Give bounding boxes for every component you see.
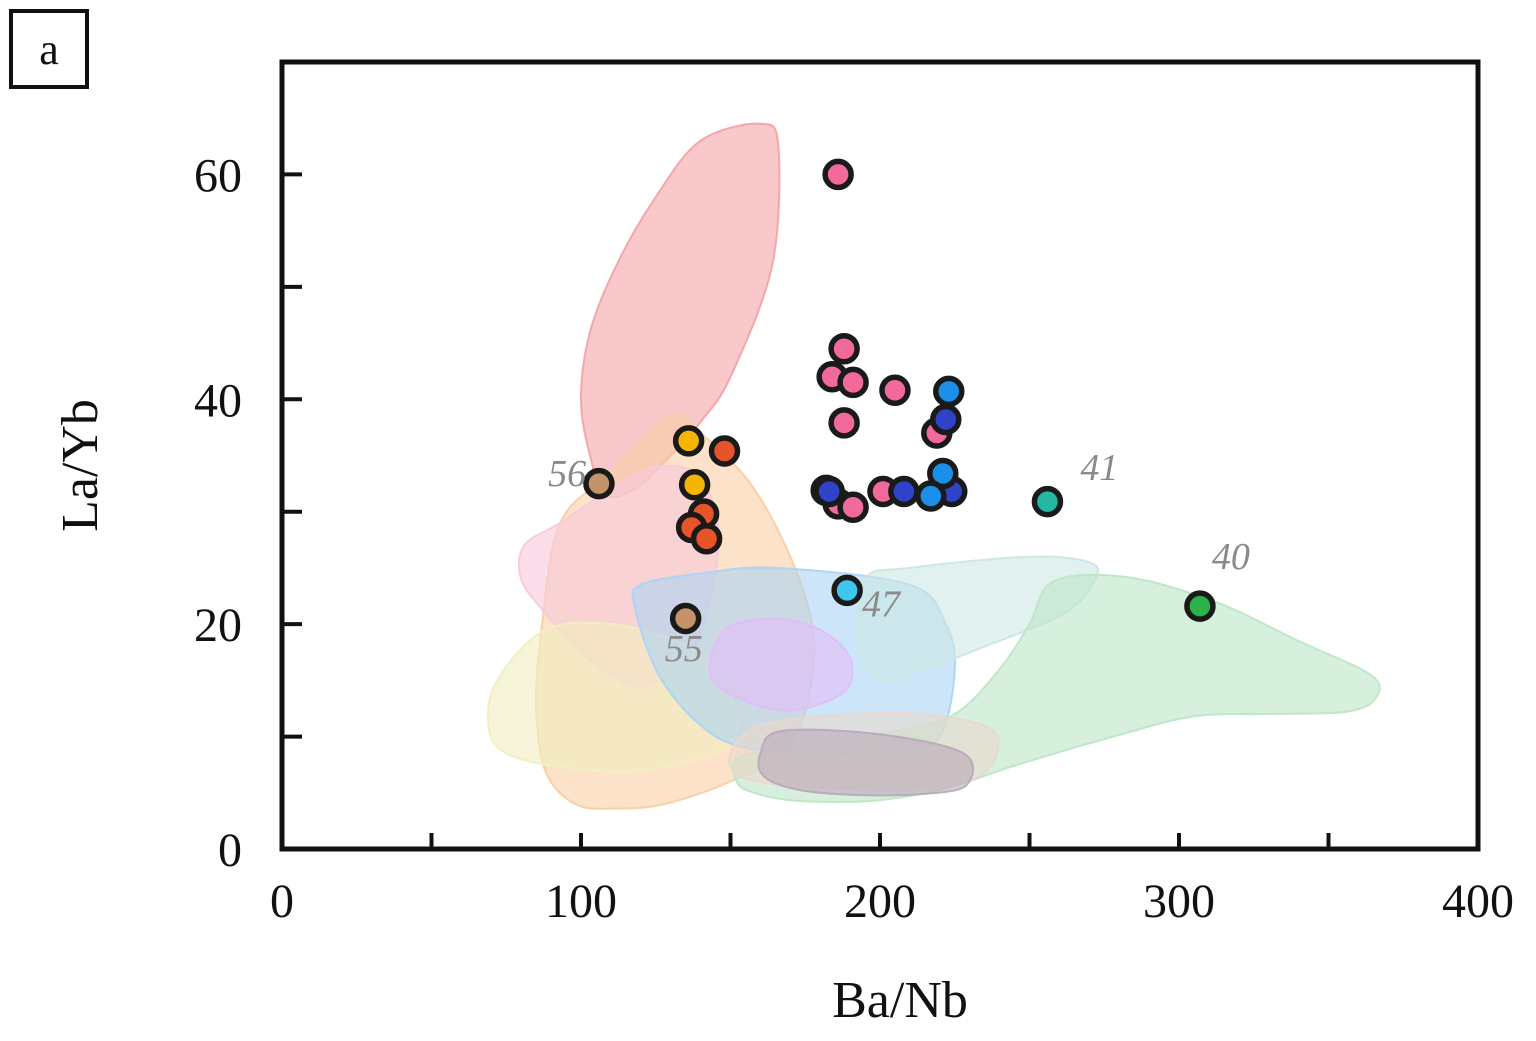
point-red-orange-4 — [690, 522, 723, 555]
panel-label: a — [9, 9, 89, 89]
x-tick-label-300: 300 — [1143, 875, 1215, 928]
annotation-56: 56 — [548, 453, 586, 495]
point-pink-6 — [828, 407, 860, 439]
ticks-layer: 0 100 200 300 400 0 20 40 60 — [194, 149, 1514, 928]
point-yellow-2 — [678, 468, 711, 501]
y-tick-label-40: 40 — [194, 374, 242, 427]
point-pink-1 — [822, 158, 854, 191]
point-dark-blue-2 — [813, 475, 845, 508]
point-green-1 — [1184, 590, 1216, 622]
annotation-41: 41 — [1080, 447, 1118, 489]
point-pink-4 — [837, 366, 869, 399]
annotations-layer: 56 41 40 47 55 — [548, 447, 1250, 670]
x-tick-label-200: 200 — [844, 875, 916, 928]
point-teal-1 — [1031, 485, 1064, 518]
point-dark-blue-1 — [930, 403, 962, 436]
x-tick-label-100: 100 — [545, 875, 617, 928]
point-light-blue-1 — [933, 375, 965, 408]
annotation-40: 40 — [1212, 536, 1250, 578]
point-brown-2 — [669, 602, 702, 635]
x-axis-title: Ba/Nb — [832, 972, 968, 1029]
x-tick-label-0: 0 — [270, 875, 294, 928]
panel-label-text: a — [39, 24, 59, 74]
point-pink-2 — [828, 332, 860, 365]
x-tick-label-400: 400 — [1442, 875, 1514, 928]
point-light-blue-3 — [915, 480, 947, 512]
y-tick-label-0: 0 — [218, 824, 242, 877]
point-dark-blue-3 — [888, 475, 920, 508]
y-tick-label-20: 20 — [194, 599, 242, 652]
annotation-47: 47 — [862, 583, 902, 625]
y-tick-label-60: 60 — [194, 149, 242, 202]
point-brown-1 — [583, 467, 615, 500]
annotation-55: 55 — [665, 628, 703, 670]
point-red-orange-1 — [708, 435, 741, 467]
violet-field — [708, 617, 854, 712]
point-cyan-1 — [831, 574, 863, 607]
grey-field — [757, 728, 975, 797]
point-pink-9 — [837, 491, 869, 523]
point-yellow-1 — [672, 425, 705, 457]
y-axis-title: La/Yb — [52, 399, 109, 532]
points-layer — [583, 158, 1216, 635]
point-pink-5 — [879, 374, 911, 407]
